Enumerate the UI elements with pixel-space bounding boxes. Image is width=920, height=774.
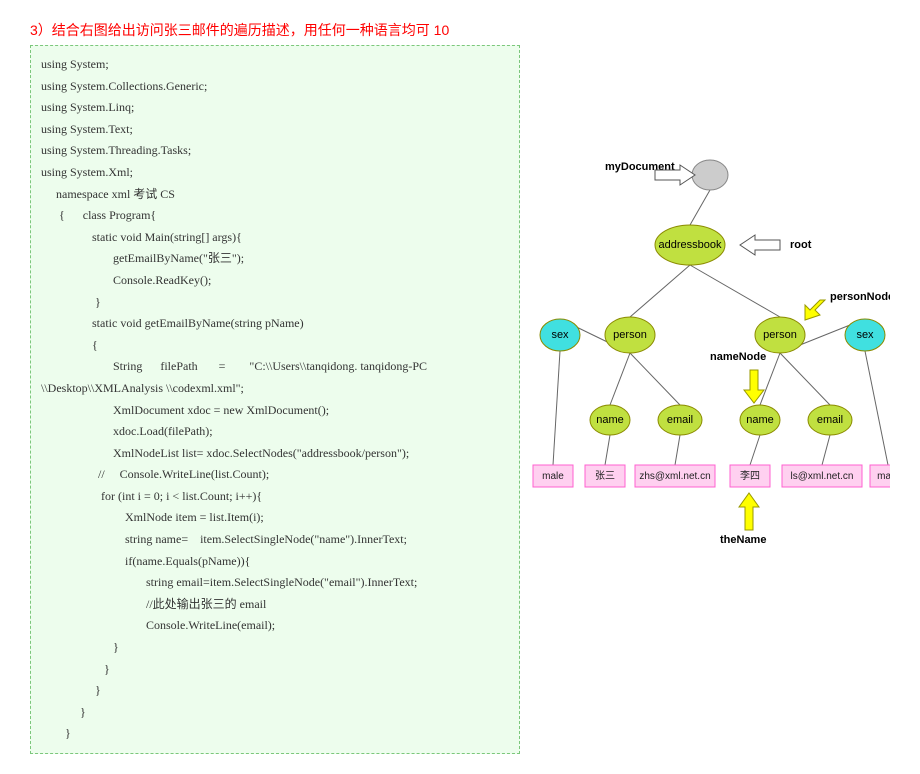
code-line: }	[41, 659, 509, 681]
code-line: using System.Linq;	[41, 97, 509, 119]
code-line: namespace xml 考试 CS	[41, 184, 509, 206]
node-doc	[692, 160, 728, 190]
leaf-text: 张三	[595, 470, 615, 482]
code-line: }	[41, 637, 509, 659]
arrow-root	[740, 235, 780, 255]
code-line: {	[41, 335, 509, 357]
label-thename: theName	[720, 534, 766, 546]
code-line: // Console.WriteLine(list.Count);	[41, 464, 509, 486]
node-label: person	[763, 329, 797, 341]
node-label: person	[613, 329, 647, 341]
code-line: //此处输出张三的 email	[41, 594, 509, 616]
leaf-text: ls@xml.net.cn	[791, 471, 854, 482]
code-line: string email=item.SelectSingleNode("emai…	[41, 572, 509, 594]
code-line: Console.WriteLine(email);	[41, 615, 509, 637]
arrow-personnode	[805, 300, 825, 320]
code-line: using System.Collections.Generic;	[41, 76, 509, 98]
code-line: using System.Text;	[41, 119, 509, 141]
code-line: }	[41, 680, 509, 702]
code-line: using System.Threading.Tasks;	[41, 140, 509, 162]
code-line: \\Desktop\\XMLAnalysis \\codexml.xml";	[41, 378, 509, 400]
code-line: Console.ReadKey();	[41, 270, 509, 292]
node-label: email	[667, 414, 693, 426]
node-label: name	[746, 414, 774, 426]
tree-diagram: addressbook sex person person sex name email na…	[530, 45, 890, 754]
node-label: name	[596, 414, 624, 426]
label-root: root	[790, 239, 812, 251]
node-label: sex	[551, 329, 569, 341]
code-line: }	[41, 702, 509, 724]
code-line: XmlNodeList list= xdoc.SelectNodes("addr…	[41, 443, 509, 465]
code-line: getEmailByName("张三");	[41, 248, 509, 270]
code-line: if(name.Equals(pName)){	[41, 551, 509, 573]
code-line: String filePath = "C:\\Users\\tanqidong.…	[41, 356, 509, 378]
node-label: sex	[856, 329, 874, 341]
code-line: static void getEmailByName(string pName)	[41, 313, 509, 335]
code-line: XmlNode item = list.Item(i);	[41, 507, 509, 529]
code-line: using System;	[41, 54, 509, 76]
node-label: email	[817, 414, 843, 426]
code-line: static void Main(string[] args){	[41, 227, 509, 249]
leaf-text: male	[542, 471, 564, 482]
code-block: using System;using System.Collections.Ge…	[30, 45, 520, 754]
question-heading: 3）结合右图给出访问张三邮件的遍历描述，用任何一种语言均可 10	[30, 20, 890, 40]
leaf-text: zhs@xml.net.cn	[639, 471, 710, 482]
code-line: }	[41, 723, 509, 745]
code-line: for (int i = 0; i < list.Count; i++){	[41, 486, 509, 508]
leaf-text: 李四	[740, 469, 760, 482]
node-label: addressbook	[659, 239, 722, 251]
layout-row: using System;using System.Collections.Ge…	[30, 45, 890, 754]
arrow-namenode	[744, 370, 764, 403]
code-line: xdoc.Load(filePath);	[41, 421, 509, 443]
code-line: XmlDocument xdoc = new XmlDocument();	[41, 400, 509, 422]
code-line: { class Program{	[41, 205, 509, 227]
code-line: using System.Xml;	[41, 162, 509, 184]
leaf-text: male	[877, 471, 890, 482]
dom-tree-svg: addressbook sex person person sex name email na…	[530, 145, 890, 565]
label-namenode: nameNode	[710, 351, 766, 363]
code-line: }	[41, 292, 509, 314]
label-personnode: personNode	[830, 291, 890, 303]
arrow-thename	[739, 493, 759, 530]
code-line: string name= item.SelectSingleNode("name…	[41, 529, 509, 551]
